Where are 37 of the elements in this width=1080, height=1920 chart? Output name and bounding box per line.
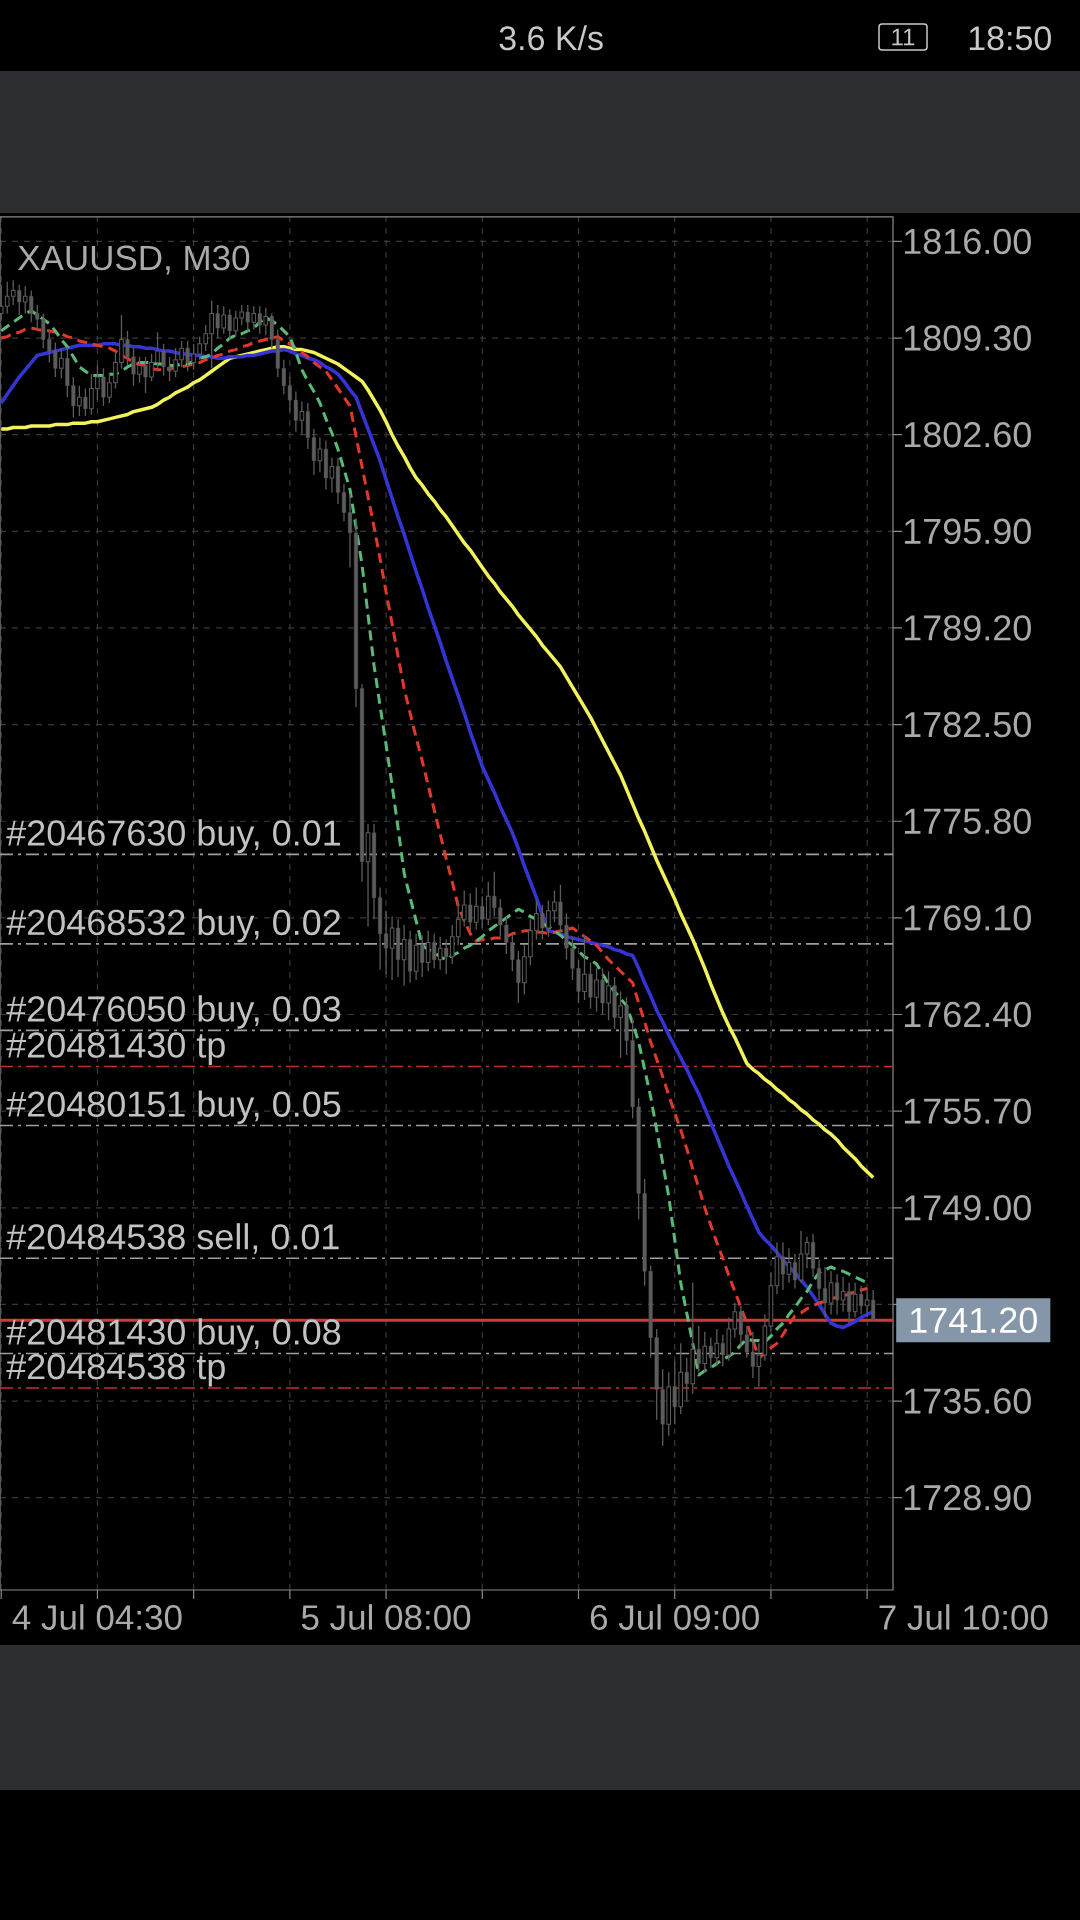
y-tick-label: 1775.80 (904, 808, 1031, 834)
y-tick-label: 1795.90 (904, 518, 1031, 545)
x-tick-label: 4 Jul 04:30 (12, 1604, 182, 1630)
ref-line-label: #20481430 buy, 0.08 (6, 1318, 341, 1352)
candlestick (804, 1235, 810, 1270)
x-tick-label: 5 Jul 08:00 (301, 1604, 471, 1630)
ref-line-label: #20468532 buy, 0.02 (6, 908, 340, 943)
ref-line-label: #20467630 buy, 0.01 (6, 819, 340, 853)
y-tick-label: 1782.50 (904, 711, 1031, 738)
x-tick-label: 7 Jul 10:00 (879, 1604, 1048, 1630)
candlestick (817, 1259, 822, 1301)
y-tick-label: 1789.20 (904, 615, 1031, 641)
candlestick (792, 1253, 797, 1290)
candlestick (341, 483, 346, 522)
text: 11 (892, 28, 915, 46)
text: 18:50 (969, 26, 1051, 51)
candlestick (780, 1241, 785, 1291)
y-tick-label: 1769.10 (904, 905, 1031, 931)
text: 3.6 K/s (499, 25, 603, 51)
y-tick-label: 1755.70 (904, 1098, 1031, 1124)
y-tick-label: 1728.90 (904, 1484, 1031, 1511)
ref-line-label: 1741.20 (910, 1307, 1037, 1334)
y-tick-label: 1749.00 (904, 1195, 1031, 1221)
ref-line-label: #20481430 tp (6, 1032, 225, 1065)
text: XAUUSD, M30 (17, 245, 250, 275)
y-tick-label: 1735.60 (904, 1388, 1031, 1414)
x-tick-label: 6 Jul 09:00 (590, 1604, 759, 1630)
y-tick-label: 1762.40 (904, 1001, 1031, 1028)
candlestick (786, 1247, 792, 1284)
y-tick-label: 1802.60 (904, 421, 1031, 448)
ref-line-label: #20480151 buy, 0.05 (6, 1090, 341, 1125)
ref-line-label: #20484538 sell, 0.01 (6, 1223, 339, 1254)
ref-line-label: #20476050 buy, 0.03 (6, 995, 341, 1029)
y-tick-label: 1809.30 (904, 325, 1031, 351)
y-tick-label: 1816.00 (904, 228, 1031, 255)
candlestick (347, 493, 352, 569)
ref-line-label: #20484538 tp (6, 1353, 225, 1387)
